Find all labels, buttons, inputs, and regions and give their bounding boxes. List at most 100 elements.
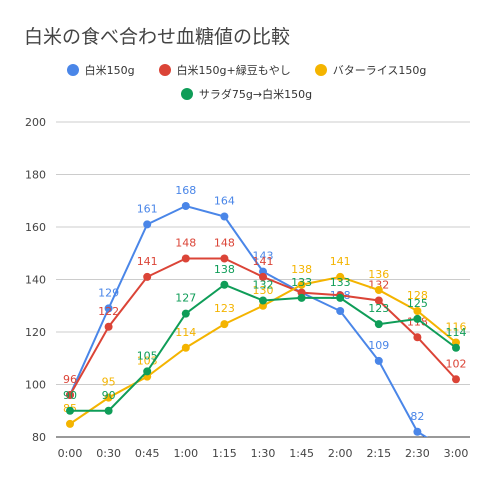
data-label: 138 <box>214 263 235 276</box>
series-1 <box>66 254 460 399</box>
data-label: 141 <box>253 255 274 268</box>
legend-label-salad: サラダ75g→白米150g <box>198 88 313 101</box>
data-label: 161 <box>137 202 158 215</box>
data-point <box>297 280 306 289</box>
data-label: 129 <box>98 286 119 299</box>
data-point <box>452 343 460 352</box>
data-label: 105 <box>137 349 158 362</box>
legend-swatch-hakumai <box>66 64 79 76</box>
legend-row-1: 白米150g 白米150g+緑豆もやし バターライス150g <box>0 62 493 78</box>
data-label: 114 <box>175 326 196 339</box>
y-tick-label: 180 <box>25 169 46 182</box>
legend-swatch-butter-rice <box>314 64 327 76</box>
data-point <box>220 320 229 329</box>
y-tick-label: 200 <box>25 116 46 129</box>
data-label: 122 <box>98 305 119 318</box>
x-tick-label: 0:30 <box>96 447 121 460</box>
data-point <box>452 375 460 384</box>
data-label: 116 <box>446 321 467 334</box>
data-point <box>220 212 229 221</box>
data-label: 136 <box>368 268 389 281</box>
data-label: 128 <box>407 289 428 302</box>
legend-item-moyashi[interactable]: 白米150g+緑豆もやし <box>158 62 291 78</box>
x-tick-label: 2:15 <box>366 447 391 460</box>
data-label: 148 <box>214 237 235 250</box>
data-point <box>374 356 383 365</box>
data-label: 90 <box>102 389 116 402</box>
x-tick-label: 1:45 <box>289 447 314 460</box>
data-label: 133 <box>291 276 312 289</box>
y-tick-label: 120 <box>25 326 46 339</box>
legend-label-butter-rice: バターライス150g <box>332 64 427 77</box>
legend-swatch-moyashi <box>158 64 171 76</box>
data-point <box>259 272 267 281</box>
data-label: 82 <box>410 410 424 423</box>
y-tick-label: 100 <box>25 379 46 392</box>
data-label: 125 <box>407 297 428 310</box>
data-label: 109 <box>368 339 389 352</box>
legend-label-moyashi: 白米150g+緑豆もやし <box>176 64 291 77</box>
x-tick-label: 2:00 <box>328 447 353 460</box>
data-point <box>413 314 422 323</box>
data-point <box>220 280 229 289</box>
series-0 <box>66 202 428 437</box>
data-label: 141 <box>137 255 158 268</box>
x-tick-label: 1:15 <box>212 447 237 460</box>
data-point <box>413 333 422 342</box>
data-point <box>336 293 345 302</box>
data-label: 114 <box>446 326 467 339</box>
data-point <box>336 272 345 281</box>
data-point <box>413 427 422 436</box>
data-label: 164 <box>214 195 235 208</box>
data-label: 130 <box>253 284 274 297</box>
legend-item-butter-rice[interactable]: バターライス150g <box>314 62 427 78</box>
legend-swatch-salad <box>180 88 193 100</box>
x-tick-label: 2:30 <box>405 447 430 460</box>
data-point <box>104 393 113 402</box>
x-tick-label: 3:00 <box>444 447 469 460</box>
data-point <box>374 296 383 305</box>
y-tick-label: 140 <box>25 274 46 287</box>
x-tick-label: 1:00 <box>173 447 198 460</box>
data-label: 127 <box>175 292 196 305</box>
chart-title: 白米の食べ合わせ血糖値の比較 <box>24 26 291 48</box>
data-label: 96 <box>63 373 77 386</box>
data-point <box>413 307 422 315</box>
data-point <box>297 293 306 302</box>
data-label: 95 <box>102 376 116 389</box>
legend-item-salad[interactable]: サラダ75g→白米150g <box>180 86 313 102</box>
legend-item-hakumai[interactable]: 白米150g <box>66 62 135 78</box>
x-tick-label: 1:30 <box>251 447 276 460</box>
data-label: 133 <box>330 276 351 289</box>
data-point <box>181 254 190 263</box>
data-point <box>66 419 74 428</box>
data-point <box>104 406 113 415</box>
data-point <box>143 367 152 376</box>
legend-row-2: サラダ75g→白米150g <box>0 86 493 102</box>
data-point <box>181 343 190 352</box>
data-label: 141 <box>330 255 351 268</box>
data-point <box>104 304 113 313</box>
data-point <box>66 406 74 415</box>
data-point <box>104 322 113 331</box>
data-label: 143 <box>253 250 274 263</box>
series-line <box>69 204 428 437</box>
x-tick-label: 0:00 <box>58 447 83 460</box>
data-point <box>181 202 190 210</box>
data-label: 123 <box>214 302 235 315</box>
gridlines <box>56 121 470 438</box>
legend: 白米150g 白米150g+緑豆もやし バターライス150g サラダ75g→白米… <box>0 62 493 110</box>
data-point <box>66 391 74 399</box>
legend-label-hakumai: 白米150g <box>84 64 135 77</box>
data-label: 90 <box>63 389 77 402</box>
data-point <box>220 254 229 263</box>
data-point <box>143 220 152 229</box>
data-label: 123 <box>368 302 389 315</box>
data-point <box>374 286 383 294</box>
data-label: 148 <box>175 237 196 250</box>
data-label: 132 <box>253 279 274 292</box>
series-3 <box>66 280 460 415</box>
data-label: 138 <box>291 263 312 276</box>
data-point <box>181 309 190 318</box>
